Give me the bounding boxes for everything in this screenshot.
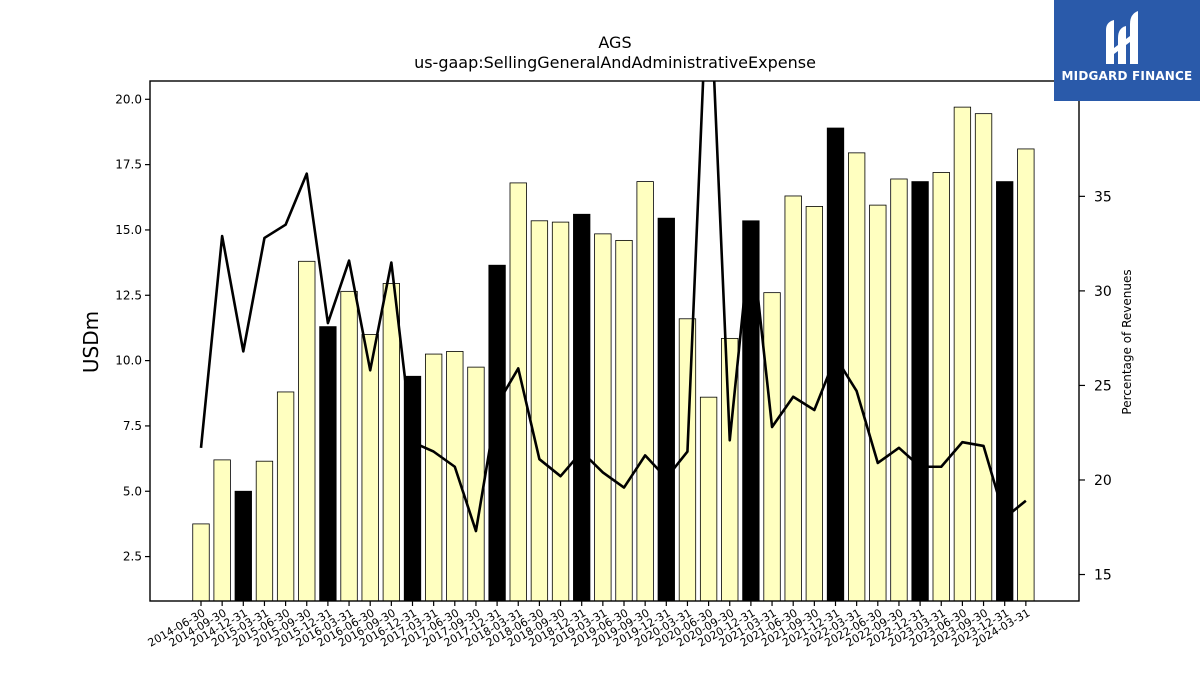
- bar-2021-09-30: [805, 206, 823, 602]
- bar-2023-06-30: [953, 106, 972, 602]
- bar-2023-09-30: [974, 113, 993, 602]
- y-tick-label: 20.0: [115, 92, 142, 106]
- bar-2018-06-30: [530, 220, 549, 602]
- y-axis-label: USDm: [79, 311, 103, 373]
- y2-tick-label: 30: [1094, 284, 1112, 300]
- y2-tick-label: 25: [1094, 378, 1112, 394]
- line-group: [199, 81, 1027, 533]
- bar-2018-12-31: [573, 213, 591, 602]
- bar-2022-03-31: [848, 152, 866, 602]
- logo: MIDGARD FINANCE: [1054, 0, 1200, 101]
- bar-2019-03-31: [594, 233, 612, 602]
- y2-tick-label: 20: [1094, 473, 1112, 489]
- bar-2022-06-30: [869, 204, 887, 602]
- bar-2016-12-31: [403, 375, 422, 602]
- chart-subtitle: us-gaap:SellingGeneralAndAdministrativeE…: [414, 53, 816, 72]
- bar-2015-12-31: [319, 326, 337, 602]
- bar-2018-09-30: [551, 221, 570, 602]
- bar-2017-03-31: [424, 353, 443, 602]
- bar-2016-03-31: [340, 290, 358, 602]
- bar-2020-06-30: [699, 396, 718, 602]
- bar-2022-12-31: [911, 181, 929, 602]
- y-tick-label: 10.0: [115, 354, 142, 368]
- bar-2014-06-30: [192, 523, 210, 602]
- midgard-m-icon: [1106, 11, 1138, 64]
- y-tick-label: 15.0: [115, 223, 142, 237]
- y-tick-label: 7.5: [123, 419, 142, 433]
- bar-2019-06-30: [615, 239, 633, 602]
- bar-2016-09-30: [382, 283, 401, 602]
- bar-2014-09-30: [213, 459, 231, 602]
- y2-tick-label: 35: [1094, 189, 1112, 205]
- bar-2023-12-31: [996, 181, 1014, 602]
- y2-axis-ticks: 15 20 25 30 35: [1079, 189, 1112, 584]
- bar-2019-12-31: [657, 217, 675, 602]
- y-tick-label: 12.5: [115, 288, 142, 302]
- y2-tick-label: 15: [1094, 568, 1112, 584]
- bars-group: [192, 106, 1035, 602]
- y-tick-label: 17.5: [115, 158, 142, 172]
- y-tick-label: 5.0: [123, 484, 142, 498]
- bar-2019-09-30: [636, 181, 654, 602]
- bar-2016-06-30: [361, 334, 379, 602]
- plot-frame: [149, 80, 1080, 602]
- bar-2014-12-31: [234, 490, 252, 602]
- logo-brand-text: MIDGARD FINANCE: [1061, 69, 1193, 83]
- chart-title: AGS: [598, 33, 631, 52]
- bar-2017-06-30: [446, 351, 464, 602]
- x-axis-ticks: 2014-06-302014-09-302014-12-312015-03-31…: [146, 601, 1032, 650]
- y-axis-ticks: 2.5 5.0 7.5 10.0 12.5 15.0 17.5 20.0: [115, 92, 150, 564]
- bar-2022-09-30: [890, 178, 908, 602]
- bar-2023-03-31: [932, 172, 950, 602]
- bar-2015-06-30: [276, 391, 295, 602]
- percentage-line: [199, 81, 1027, 533]
- bar-2021-03-31: [763, 292, 781, 602]
- bar-2024-03-31: [1017, 148, 1035, 602]
- bar-2015-09-30: [298, 260, 316, 602]
- y2-axis-label: Percentage of Revenues: [1120, 269, 1134, 414]
- y-tick-label: 2.5: [123, 550, 142, 564]
- bar-2017-09-30: [467, 366, 485, 602]
- bar-2015-03-31: [255, 460, 274, 602]
